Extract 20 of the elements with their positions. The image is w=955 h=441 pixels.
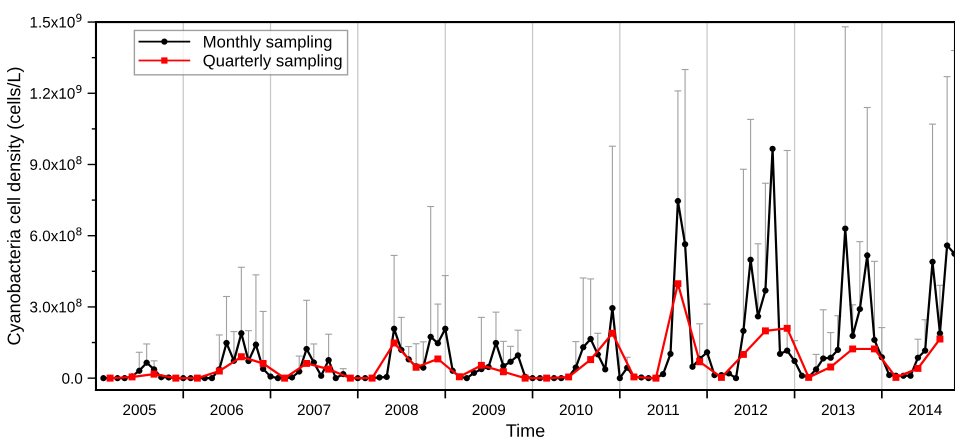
- legend-label: Monthly sampling: [204, 35, 332, 51]
- y-tick-label: 0.0: [62, 373, 82, 384]
- legend-label: Quarterly sampling: [204, 54, 342, 70]
- x-tick-label: 2011: [648, 404, 680, 416]
- y-tick-label: 1.2x10$^{9}$: [30, 84, 82, 99]
- x-tick-label: 2010: [560, 404, 592, 416]
- x-axis-title: Time: [506, 424, 544, 437]
- x-tick-label: 2012: [734, 404, 768, 416]
- x-tick-label: 2008: [385, 404, 418, 416]
- x-tick-label: 2006: [210, 404, 244, 416]
- x-tick-label: 2014: [909, 404, 942, 416]
- y-tick-label: 6.0x10$^{8}$: [30, 227, 82, 242]
- x-tick-label: 2005: [123, 404, 156, 416]
- y-tick-label: 3.0x10$^{8}$: [30, 298, 82, 312]
- y-axis-title: Cyanobacteria cell density (cells/L): [7, 68, 24, 345]
- x-tick-label: 2007: [298, 404, 330, 416]
- y-tick-label: 1.5x10$^{9}$: [30, 14, 82, 28]
- x-tick-label: 2009: [472, 404, 506, 416]
- y-tick-label: 9.0x10$^{8}$: [30, 156, 82, 170]
- x-tick-label: 2013: [822, 404, 854, 416]
